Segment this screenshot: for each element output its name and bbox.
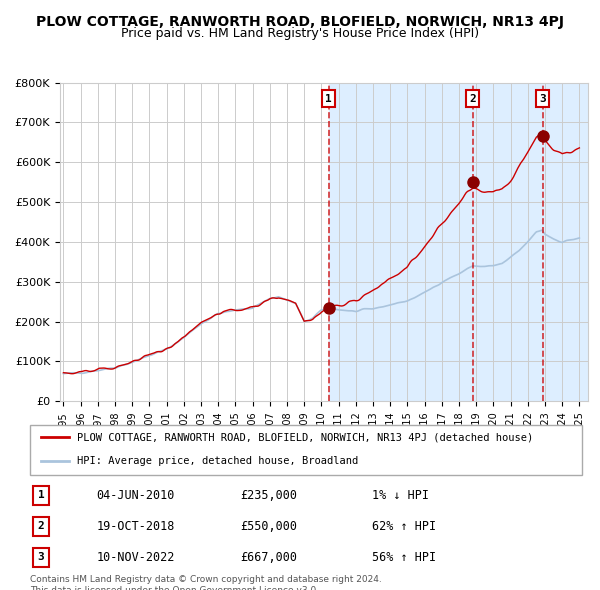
Text: PLOW COTTAGE, RANWORTH ROAD, BLOFIELD, NORWICH, NR13 4PJ: PLOW COTTAGE, RANWORTH ROAD, BLOFIELD, N… [36, 15, 564, 29]
Text: 62% ↑ HPI: 62% ↑ HPI [372, 520, 436, 533]
Bar [329, 83, 588, 401]
Text: 56% ↑ HPI: 56% ↑ HPI [372, 550, 436, 564]
Text: £235,000: £235,000 [240, 489, 297, 502]
Text: Contains HM Land Registry data © Crown copyright and database right 2024.
This d: Contains HM Land Registry data © Crown c… [30, 575, 382, 590]
Text: 2: 2 [38, 521, 44, 531]
FancyBboxPatch shape [30, 425, 582, 475]
Text: 2: 2 [469, 94, 476, 103]
Text: 1: 1 [38, 490, 44, 500]
Text: Price paid vs. HM Land Registry's House Price Index (HPI): Price paid vs. HM Land Registry's House … [121, 27, 479, 40]
Text: PLOW COTTAGE, RANWORTH ROAD, BLOFIELD, NORWICH, NR13 4PJ (detached house): PLOW COTTAGE, RANWORTH ROAD, BLOFIELD, N… [77, 432, 533, 442]
Text: 04-JUN-2010: 04-JUN-2010 [96, 489, 175, 502]
Text: £667,000: £667,000 [240, 550, 297, 564]
Text: HPI: Average price, detached house, Broadland: HPI: Average price, detached house, Broa… [77, 456, 358, 466]
Text: 19-OCT-2018: 19-OCT-2018 [96, 520, 175, 533]
Text: £550,000: £550,000 [240, 520, 297, 533]
Text: 1% ↓ HPI: 1% ↓ HPI [372, 489, 429, 502]
Text: 3: 3 [539, 94, 546, 103]
Text: 10-NOV-2022: 10-NOV-2022 [96, 550, 175, 564]
Text: 1: 1 [325, 94, 332, 103]
Text: 3: 3 [38, 552, 44, 562]
